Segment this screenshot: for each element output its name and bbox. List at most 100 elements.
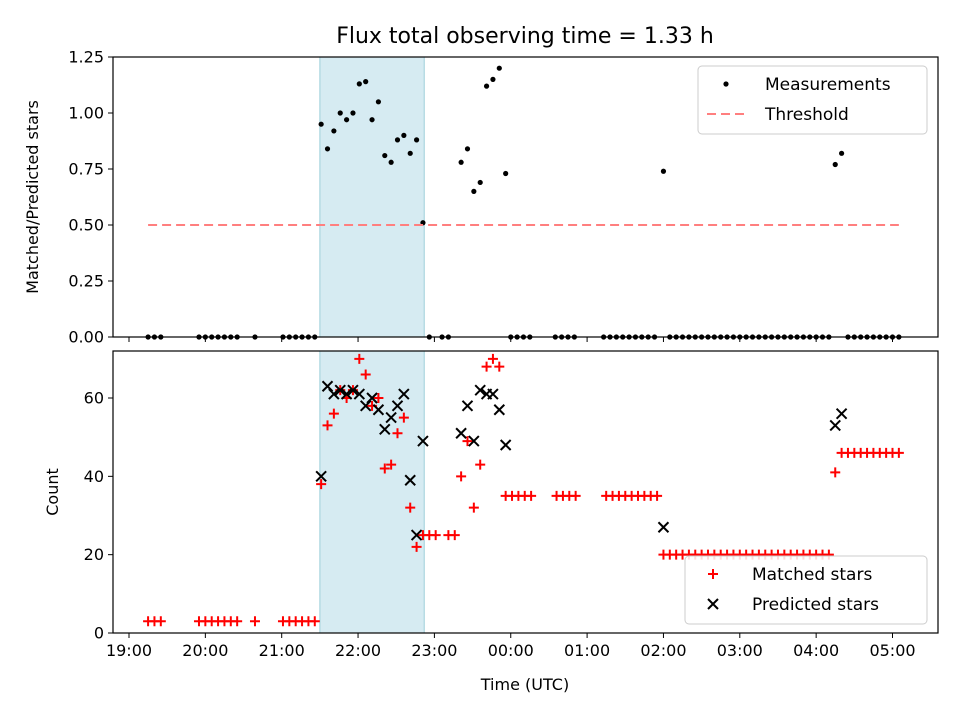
legend-marker-predicted — [707, 598, 719, 610]
measurement-point — [350, 110, 356, 116]
measurement-point — [363, 79, 369, 85]
x-tick-label: 04:00 — [793, 641, 839, 660]
legend-label: Matched stars — [752, 565, 872, 585]
matched-star-point — [487, 353, 498, 364]
matched-star-point — [232, 616, 243, 627]
measurement-point — [318, 121, 324, 127]
predicted-star-point — [461, 400, 474, 412]
y-tick-label: 0.00 — [68, 328, 104, 347]
matched-star-point — [526, 490, 537, 501]
figure-title: Flux total observing time = 1.33 h — [336, 24, 714, 49]
axes-frame — [112, 350, 939, 634]
matched-star-point — [316, 479, 327, 490]
y-tick-label: 20 — [84, 545, 104, 564]
predicted-star-point — [385, 411, 397, 424]
x-tick-label: 00:00 — [488, 641, 534, 660]
measurement-point — [832, 161, 838, 168]
y-tick-label: 40 — [84, 467, 104, 486]
measurement-point — [413, 137, 420, 143]
matched-star-point — [570, 490, 581, 501]
matched-star-point — [398, 412, 409, 423]
measurement-point — [375, 99, 382, 105]
predicted-star-point — [468, 435, 480, 447]
matched-star-point — [468, 502, 479, 513]
predicted-star-point — [391, 400, 404, 412]
axes-frame — [112, 56, 939, 338]
matched-star-point — [405, 502, 416, 513]
measurement-point — [839, 150, 845, 156]
y-tick-label: 0 — [94, 624, 104, 643]
predicted-star-point — [321, 380, 334, 392]
matched-star-point — [249, 616, 260, 627]
matched-star-point — [360, 369, 371, 380]
predicted-star-point — [493, 404, 506, 416]
predicted-star-point — [347, 384, 359, 396]
x-tick-label: 20:00 — [182, 641, 228, 660]
x-tick-label: 05:00 — [869, 641, 915, 660]
observing-interval — [319, 57, 425, 337]
matched-star-point — [379, 463, 390, 474]
measurement-point — [356, 81, 362, 87]
x-tick-label: 19:00 — [106, 641, 152, 660]
predicted-star-point — [455, 427, 467, 439]
matched-star-point — [309, 616, 320, 627]
x-tick-label: 22:00 — [335, 641, 381, 660]
matched-star-point — [430, 530, 441, 541]
legend-box — [697, 65, 928, 135]
measurement-point — [337, 110, 343, 116]
legend-marker-matched — [708, 569, 718, 579]
predicted-star-point — [398, 388, 410, 400]
measurement-point — [471, 188, 477, 194]
y-tick-label: 0.25 — [68, 272, 104, 291]
top-ylabel: Matched/Predicted stars — [23, 100, 42, 294]
measurement-point — [401, 132, 407, 138]
measurement-point — [483, 83, 490, 89]
matched-star-point — [893, 447, 904, 458]
matched-star-point — [830, 467, 841, 478]
x-tick-label: 01:00 — [564, 641, 610, 660]
matched-star-point — [155, 616, 166, 627]
predicted-star-point — [372, 404, 385, 416]
legend-box — [684, 555, 928, 625]
measurement-point — [382, 152, 388, 159]
measurement-point — [496, 65, 502, 71]
matched-star-point — [373, 393, 384, 403]
predicted-star-point — [315, 470, 327, 483]
predicted-star-point — [835, 407, 848, 420]
matched-star-point — [652, 490, 663, 501]
predicted-star-point — [657, 521, 670, 533]
measurement-point — [343, 117, 350, 123]
matched-star-point — [392, 428, 403, 439]
predicted-star-point — [487, 388, 499, 400]
matched-star-point — [322, 420, 333, 431]
predicted-star-point — [334, 384, 346, 396]
predicted-star-point — [410, 529, 423, 541]
measurement-point — [331, 128, 337, 134]
matched-star-point — [354, 353, 365, 364]
predicted-star-point — [340, 388, 353, 400]
x-tick-label: 21:00 — [259, 641, 305, 660]
measurement-point — [477, 179, 483, 186]
measurement-point — [369, 117, 375, 123]
predicted-star-point — [417, 435, 429, 447]
matched-star-point — [481, 361, 492, 372]
predicted-star-point — [328, 388, 340, 400]
measurement-point — [394, 137, 401, 143]
x-tick-label: 23:00 — [411, 641, 457, 660]
measurement-point — [490, 76, 496, 82]
measurement-point — [660, 168, 667, 174]
predicted-star-point — [404, 474, 416, 486]
bottom-panel: 19:00 20:00 21:00 22:00 23:00 00:00 01:00 02:00… — [84, 350, 939, 660]
measurement-point — [388, 159, 394, 165]
matched-star-point — [456, 471, 467, 482]
legend-label: Predicted stars — [752, 595, 879, 615]
legend-marker-measurements — [723, 81, 729, 87]
legend-label: Measurements — [765, 75, 891, 95]
predicted-star-point — [474, 384, 486, 396]
matched-star-point — [462, 436, 473, 447]
x-tick-label: 02:00 — [640, 641, 686, 660]
measurement-point — [464, 146, 471, 152]
bottom-ylabel: Count — [43, 468, 62, 516]
predicted-star-point — [499, 439, 512, 451]
